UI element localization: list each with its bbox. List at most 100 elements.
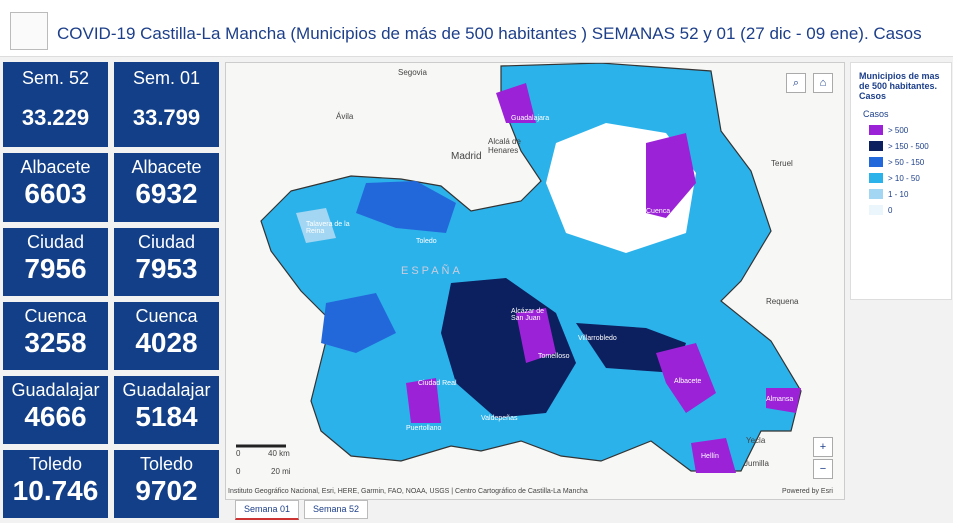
city-label: Tomelloso [538,353,570,360]
patch [516,308,556,363]
city-label: Puertollano [406,425,442,432]
header: COVID-19 Castilla-La Mancha (Municipios … [0,0,953,57]
place-label: Requena [766,297,799,306]
patch [296,208,336,243]
city-label: Talavera de la Reina [306,221,350,235]
scale-label: 20 mi [271,467,291,476]
kpi-tile: Cuenca 3258 [3,302,108,370]
kpi-tile: Albacete 6932 [114,153,219,222]
patch [321,293,396,353]
kpi-tile: Sem. 01 33.799 [114,62,219,147]
title: COVID-19 Castilla-La Mancha (Municipios … [57,24,922,43]
place-label: ESPAÑA [401,265,463,277]
kpi-label: Albacete [131,157,202,177]
legend-subtitle: Casos [863,109,889,119]
kpi-label: Cuenca [24,306,87,326]
map-canvas [236,63,802,473]
kpi-tile: Ciudad 7953 [114,228,219,296]
kpi-label: Sem. 52 [21,68,90,88]
patch [406,378,441,423]
city-label: Valdepeñas [481,415,518,422]
kpi-label: Albacete [20,157,91,177]
kpi-value: 4666 [24,401,87,432]
legend-title: Municipios de mas de 500 habitantes. Cas… [859,71,940,101]
legend-swatch [869,205,883,215]
legend-swatch [869,125,883,135]
home-button[interactable]: ⌂ [813,73,833,93]
kpi-tile: Albacete 6603 [3,153,108,222]
city-label: Almansa [766,396,794,403]
patch [496,83,536,123]
legend-label: > 500 [888,125,909,135]
patch [656,343,716,413]
legend-label: 1 - 10 [888,189,909,199]
place-label: Ávila [336,112,354,121]
city-label: Cuenca [646,208,671,215]
place-label: Alcalá de Henares [488,137,521,155]
legend-swatch [869,141,883,151]
city-label: Villarrobledo [578,335,617,342]
map[interactable]: Segovia Ávila Madrid Alcalá de Henares T… [225,62,845,500]
patch [766,388,801,413]
scale-label: 0 [236,449,241,458]
logo [10,12,48,50]
legend-item: > 500 [869,125,951,135]
place-label: Yecla [746,436,766,445]
zoom-out[interactable]: − [813,459,833,479]
kpi-value: 33.229 [21,105,90,130]
city-label: Ciudad Real [418,380,457,387]
city-label: Guadalajara [511,115,550,122]
city-label: Alcázar de San Juan [511,308,545,322]
powered-by: Powered by Esri [782,488,833,495]
kpi-label: Ciudad [137,232,196,252]
legend-label: 0 [888,205,893,215]
kpi-label: Sem. 01 [132,68,201,88]
legend-swatch [869,189,883,199]
legend-items: > 500 > 150 - 500 > 50 - 150 > 10 - 50 1 - 1… [851,125,951,215]
scale-label: 0 [236,467,241,476]
kpi-label: Cuenca [135,306,198,326]
kpi-value: 3258 [24,327,87,358]
kpi-tile: Guadalajar 5184 [114,376,219,444]
legend-label: > 50 - 150 [888,157,925,167]
kpi-tile: Toledo 10.746 [3,450,108,518]
kpi-value: 6932 [135,178,198,209]
kpi-tile: Guadalajar 4666 [3,376,108,444]
kpi-label: Ciudad [26,232,85,252]
tab[interactable]: Semana 52 [304,500,369,519]
zoom-in[interactable]: + [813,437,833,457]
kpi-value: 6603 [24,178,87,209]
place-label: Segovia [398,68,427,77]
patch [646,133,696,218]
attribution: Instituto Geográfico Nacional, Esri, HER… [228,488,588,495]
kpi-tile: Cuenca 4028 [114,302,219,370]
tab[interactable]: Semana 01 [235,500,300,520]
kpi-label: Toledo [28,454,83,474]
kpi-value: 10.746 [12,475,99,506]
kpi-value: 7953 [135,253,198,284]
city-label: Hellín [701,453,719,460]
place-label: Madrid [451,151,482,162]
legend-label: > 150 - 500 [888,141,929,151]
legend-item: > 10 - 50 [869,173,951,183]
legend-item: > 50 - 150 [869,157,951,167]
kpi-value: 7956 [24,253,87,284]
kpi-value: 9702 [135,475,198,506]
search-button[interactable]: ⌕ [786,73,806,93]
kpi-value: 4028 [135,327,198,358]
legend-item: > 150 - 500 [869,141,951,151]
place-label: Jumilla [744,459,769,468]
city-label: Albacete [674,378,702,385]
legend-item: 0 [869,205,951,215]
legend-swatch [869,157,883,167]
patch [691,438,736,473]
legend-swatch [869,173,883,183]
place-label: Teruel [771,159,793,168]
kpi-tile: Toledo 9702 [114,450,219,518]
legend-label: > 10 - 50 [888,173,920,183]
legend-item: 1 - 10 [869,189,951,199]
kpi-value: 33.799 [132,105,201,130]
kpi-tile: Sem. 52 33.229 [3,62,108,147]
patch [356,181,456,233]
